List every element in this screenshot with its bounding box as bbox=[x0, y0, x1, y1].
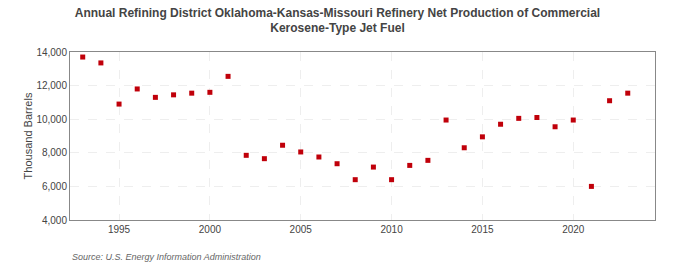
svg-text:2000: 2000 bbox=[199, 224, 222, 235]
svg-text:2015: 2015 bbox=[471, 224, 494, 235]
svg-text:Source: U.S. Energy Informatio: Source: U.S. Energy Information Administ… bbox=[72, 252, 261, 262]
svg-text:Thousand Barrels: Thousand Barrels bbox=[22, 92, 34, 179]
svg-text:Annual Refining District Oklah: Annual Refining District Oklahoma-Kansas… bbox=[75, 6, 600, 36]
svg-text:2020: 2020 bbox=[562, 224, 585, 235]
svg-text:4,000: 4,000 bbox=[42, 215, 67, 226]
svg-text:2010: 2010 bbox=[380, 224, 403, 235]
svg-text:8,000: 8,000 bbox=[42, 147, 67, 158]
svg-text:14,000: 14,000 bbox=[36, 47, 67, 58]
svg-text:6,000: 6,000 bbox=[42, 181, 67, 192]
svg-text:12,000: 12,000 bbox=[36, 80, 67, 91]
svg-text:10,000: 10,000 bbox=[36, 114, 67, 125]
svg-text:2005: 2005 bbox=[290, 224, 313, 235]
svg-text:1995: 1995 bbox=[108, 224, 131, 235]
